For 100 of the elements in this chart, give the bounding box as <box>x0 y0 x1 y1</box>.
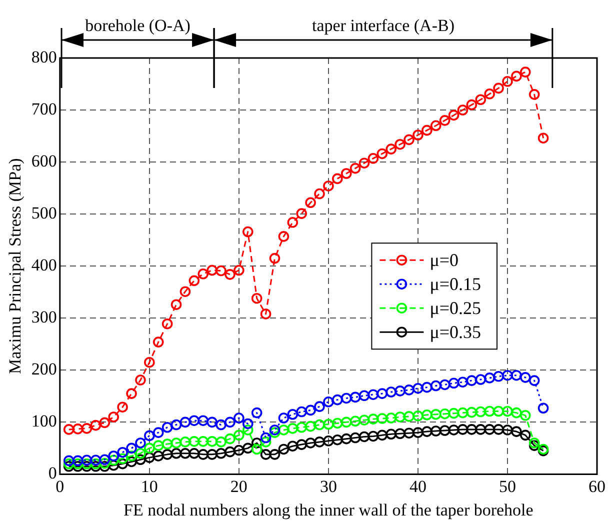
y-tick-label: 400 <box>31 256 57 275</box>
point <box>448 424 460 436</box>
point <box>358 414 370 426</box>
point <box>278 231 290 242</box>
point <box>502 370 513 381</box>
point <box>358 431 370 442</box>
point <box>520 66 531 78</box>
point <box>394 138 406 150</box>
point <box>206 264 218 276</box>
point <box>422 409 432 420</box>
point <box>206 436 218 447</box>
point <box>72 455 84 466</box>
point <box>528 375 540 386</box>
point <box>340 392 352 404</box>
point <box>493 370 504 382</box>
point <box>528 89 540 100</box>
point <box>412 130 424 140</box>
point <box>332 394 343 406</box>
point <box>278 424 290 436</box>
point <box>422 382 432 393</box>
point <box>278 412 290 424</box>
y-tick-label: 700 <box>31 99 57 118</box>
point <box>340 168 352 179</box>
point <box>162 422 173 433</box>
point <box>466 99 478 110</box>
point <box>314 419 325 430</box>
point <box>457 407 468 418</box>
point <box>394 412 406 422</box>
point <box>251 407 262 418</box>
point <box>269 424 280 436</box>
text: borehole (O-A) <box>85 16 190 35</box>
point <box>457 424 468 435</box>
point <box>412 382 424 394</box>
point <box>484 372 495 384</box>
point <box>198 415 209 426</box>
point <box>180 436 191 448</box>
point <box>350 416 361 427</box>
point <box>144 430 155 442</box>
point <box>430 426 442 436</box>
point <box>117 402 128 412</box>
point <box>296 208 307 219</box>
point <box>511 370 522 381</box>
point <box>260 449 272 460</box>
point <box>430 408 442 420</box>
point <box>63 460 74 472</box>
point <box>216 265 226 276</box>
x-tick-label: 40 <box>409 476 426 496</box>
point <box>224 433 236 444</box>
point <box>63 458 74 470</box>
point <box>538 132 549 144</box>
point <box>332 418 343 429</box>
point <box>242 226 254 238</box>
point <box>242 442 254 454</box>
legend-label: μ=0.25 <box>430 298 482 318</box>
point <box>350 162 361 174</box>
point <box>358 390 370 402</box>
point <box>126 388 137 399</box>
point <box>520 372 531 383</box>
y-tick-label: 200 <box>31 360 57 379</box>
y-axis-title: Maximu Principal Stress (MPa) <box>6 158 25 374</box>
point <box>528 440 540 451</box>
point <box>368 389 379 400</box>
y-tick-label: 0 <box>48 464 57 483</box>
point <box>152 336 164 348</box>
point <box>368 414 379 424</box>
point <box>90 420 102 431</box>
point <box>422 426 432 437</box>
point <box>466 424 478 435</box>
point <box>81 454 92 466</box>
point <box>314 188 325 200</box>
point <box>135 438 146 448</box>
point <box>99 454 110 466</box>
point <box>448 378 460 389</box>
point <box>404 134 414 146</box>
point <box>448 110 460 121</box>
point <box>180 448 191 459</box>
point <box>162 438 173 450</box>
point <box>260 436 272 448</box>
point <box>126 450 137 462</box>
point <box>520 430 531 441</box>
point <box>305 438 316 448</box>
point <box>99 417 110 428</box>
point <box>493 406 504 417</box>
point <box>162 449 173 460</box>
point <box>108 454 120 466</box>
point <box>376 413 388 424</box>
point <box>198 268 209 280</box>
point <box>439 379 450 390</box>
point <box>81 458 92 470</box>
point <box>323 418 334 430</box>
point <box>170 299 182 310</box>
point <box>394 428 406 440</box>
point <box>376 388 388 399</box>
point <box>376 148 388 160</box>
point <box>234 412 244 424</box>
legend-label: μ=0 <box>430 250 459 270</box>
point <box>224 269 236 280</box>
point <box>528 438 540 448</box>
point <box>216 448 226 459</box>
point <box>358 158 370 168</box>
